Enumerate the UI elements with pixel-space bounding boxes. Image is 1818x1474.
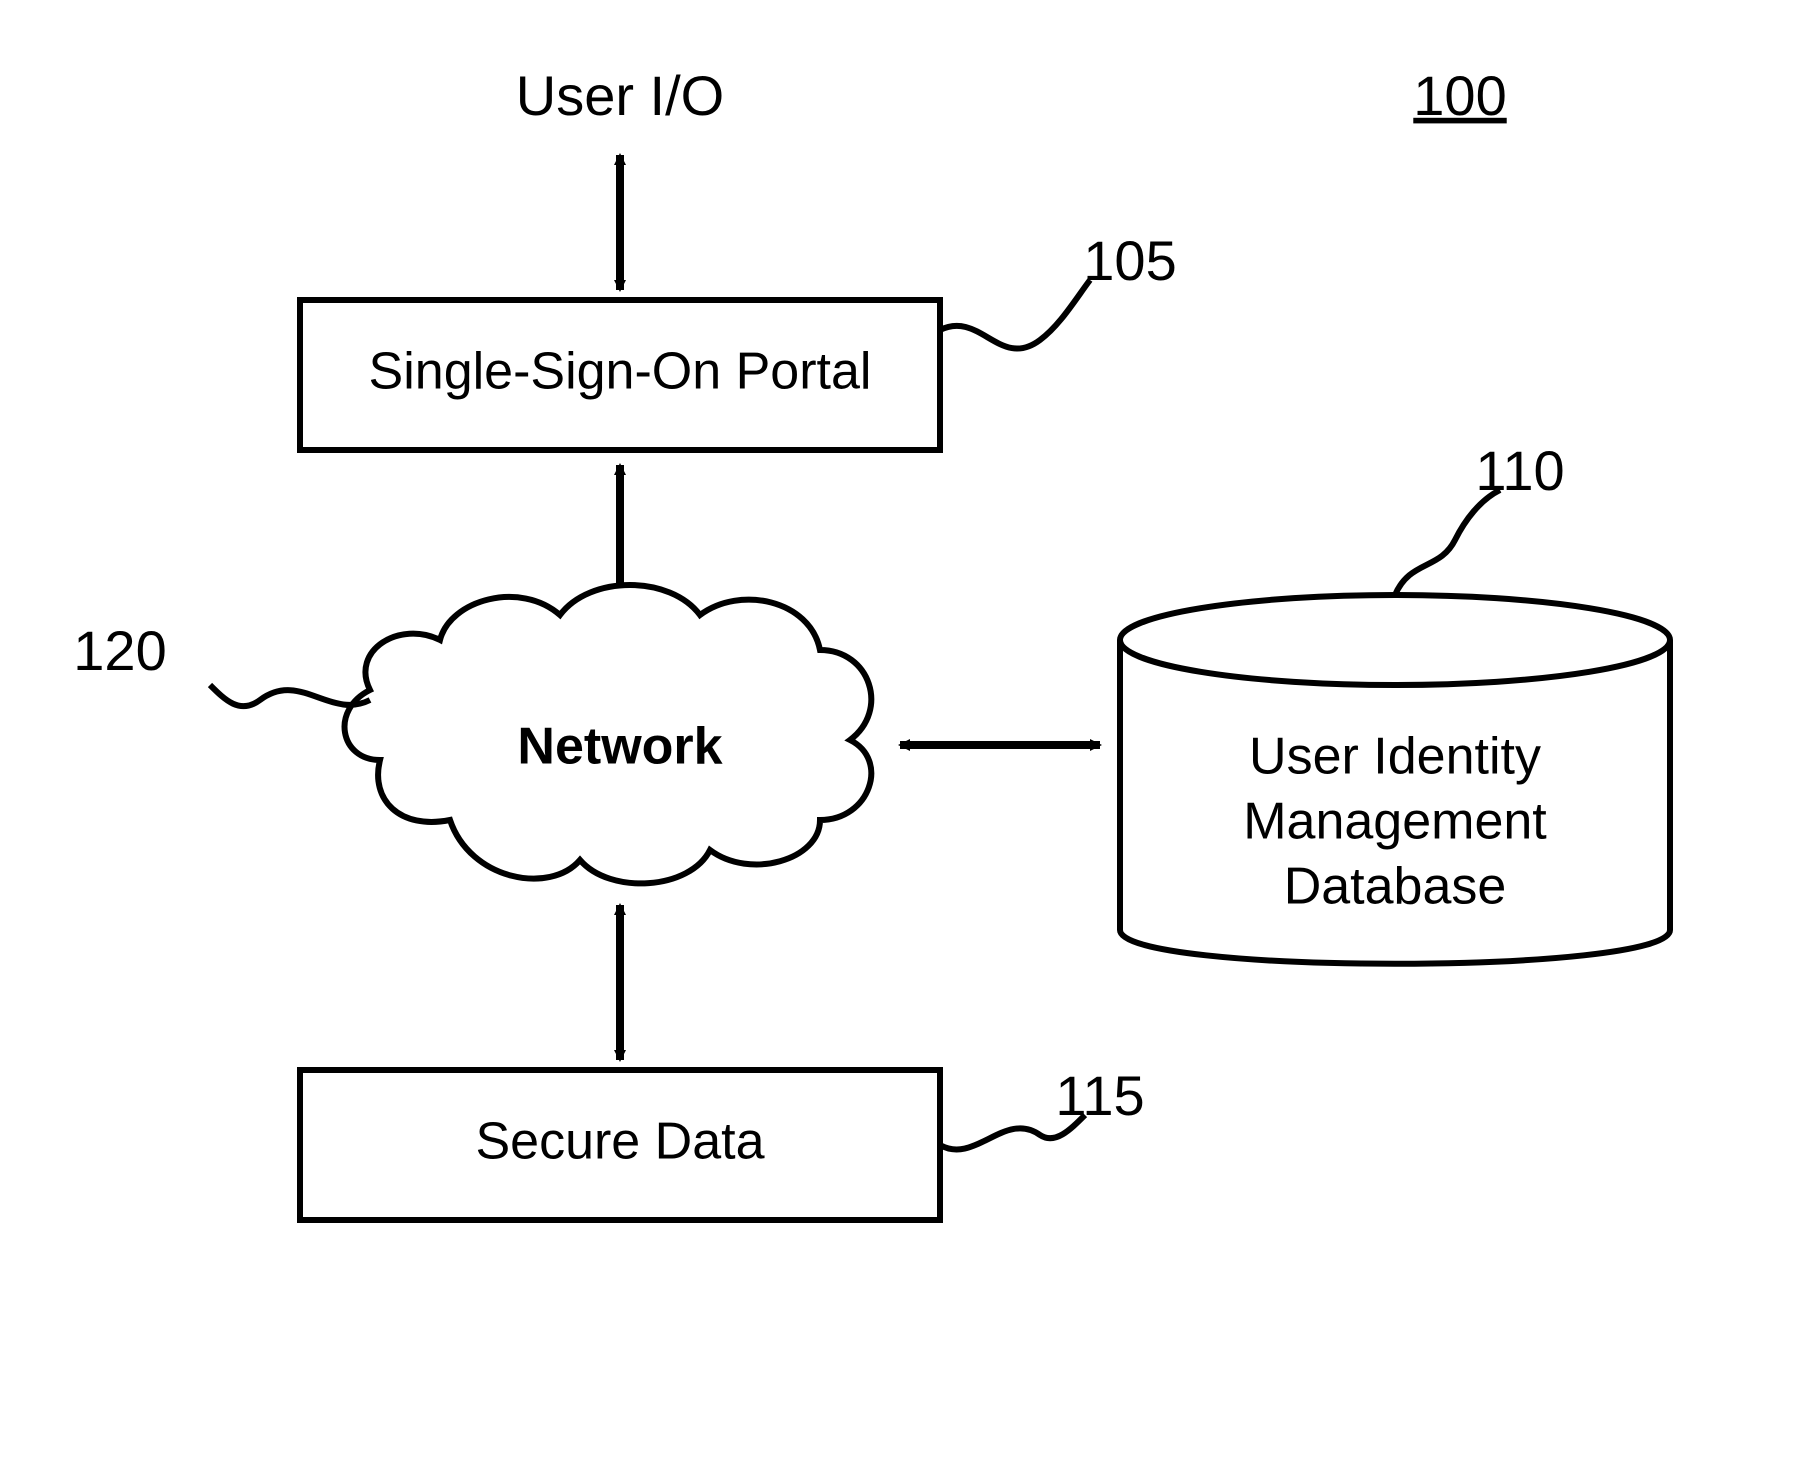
figure-ref-label: 100 xyxy=(1413,64,1506,127)
network-node: Network xyxy=(345,585,872,883)
database-label-2: Management xyxy=(1243,793,1547,851)
user-io-label: User I/O xyxy=(516,64,724,127)
sso-portal-label: Single-Sign-On Portal xyxy=(369,343,872,401)
sso-portal-node: Single-Sign-On Portal xyxy=(300,300,940,450)
leader-110 xyxy=(1395,490,1500,595)
ref-115: 115 xyxy=(1055,1064,1144,1127)
figure-ref: 100 xyxy=(1413,64,1506,127)
leader-105 xyxy=(940,280,1090,349)
database-label-1: User Identity xyxy=(1249,728,1541,786)
network-label: Network xyxy=(517,718,722,776)
ref-110: 110 xyxy=(1475,439,1564,502)
database-node: User Identity Management Database xyxy=(1120,595,1670,964)
secure-data-node: Secure Data xyxy=(300,1070,940,1220)
ref-120: 120 xyxy=(73,619,166,682)
ref-105: 105 xyxy=(1083,229,1176,292)
leader-120 xyxy=(210,685,370,706)
secure-data-label: Secure Data xyxy=(475,1113,764,1171)
database-label-3: Database xyxy=(1284,858,1507,916)
diagram-canvas: 100 User I/O Single-Sign-On Portal 105 N… xyxy=(0,0,1818,1474)
